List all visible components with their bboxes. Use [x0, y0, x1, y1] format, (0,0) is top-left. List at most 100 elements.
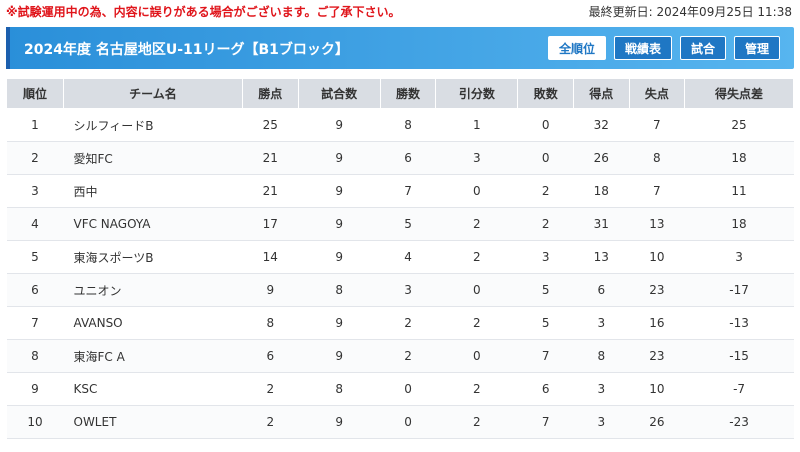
cell-points: 2	[242, 372, 299, 406]
table-row: 4 VFC NAGOYA 17 9 5 2 2 31 13 18	[6, 207, 794, 241]
cell-goals-against: 10	[629, 372, 685, 406]
cell-goals-against: 10	[629, 240, 685, 274]
cell-goals-for: 31	[573, 207, 630, 241]
table-row: 5 東海スポーツB 14 9 4 2 3 13 10 3	[6, 240, 794, 274]
cell-played: 9	[298, 306, 381, 340]
header-team: チーム名	[63, 78, 243, 109]
cell-wins: 4	[380, 240, 436, 274]
cell-draws: 2	[435, 405, 518, 439]
cell-losses: 7	[517, 405, 574, 439]
cell-played: 8	[298, 372, 381, 406]
tab-matches[interactable]: 試合	[679, 36, 726, 60]
table-row: 8 東海FC A 6 9 2 0 7 8 23 -15	[6, 339, 794, 373]
cell-wins: 2	[380, 306, 436, 340]
cell-team-name[interactable]: ユニオン	[63, 273, 243, 307]
cell-wins: 0	[380, 372, 436, 406]
cell-goals-for: 3	[573, 306, 630, 340]
cell-goal-difference: 25	[684, 108, 794, 142]
cell-goals-for: 32	[573, 108, 630, 142]
cell-wins: 6	[380, 141, 436, 175]
cell-goals-for: 26	[573, 141, 630, 175]
cell-goals-against: 8	[629, 141, 685, 175]
cell-played: 8	[298, 273, 381, 307]
table-row: 7 AVANSO 8 9 2 2 5 3 16 -13	[6, 306, 794, 340]
trial-notice: ※試験運用中の為、内容に誤りがある場合がございます。ご了承下さい。	[6, 5, 401, 19]
league-header: 2024年度 名古屋地区U-11リーグ【B1ブロック】 全順位 戦績表 試合 管…	[6, 27, 794, 69]
cell-points: 2	[242, 405, 299, 439]
header-losses: 敗数	[517, 78, 575, 109]
cell-draws: 1	[435, 108, 518, 142]
cell-draws: 2	[435, 372, 518, 406]
top-bar: ※試験運用中の為、内容に誤りがある場合がございます。ご了承下さい。 最終更新日:…	[0, 0, 800, 22]
cell-team-name[interactable]: シルフィードB	[63, 108, 243, 142]
cell-team-name[interactable]: 愛知FC	[63, 141, 243, 175]
cell-played: 9	[298, 339, 381, 373]
header-goal-difference: 得失点差	[684, 78, 794, 109]
cell-goals-against: 7	[629, 108, 685, 142]
cell-team-name[interactable]: AVANSO	[63, 306, 243, 340]
page-title: 2024年度 名古屋地区U-11リーグ【B1ブロック】	[24, 42, 349, 58]
cell-played: 9	[298, 141, 381, 175]
header-played: 試合数	[297, 78, 381, 109]
cell-team-name[interactable]: 西中	[63, 174, 243, 208]
cell-losses: 6	[517, 372, 574, 406]
cell-losses: 7	[517, 339, 574, 373]
cell-rank: 8	[6, 339, 64, 373]
cell-wins: 8	[380, 108, 436, 142]
cell-goals-for: 18	[573, 174, 630, 208]
cell-goal-difference: 18	[684, 207, 794, 241]
cell-team-name[interactable]: OWLET	[63, 405, 243, 439]
cell-goal-difference: -23	[684, 405, 794, 439]
table-row: 1 シルフィードB 25 9 8 1 0 32 7 25	[6, 108, 794, 142]
cell-goals-for: 3	[573, 372, 630, 406]
cell-team-name[interactable]: KSC	[63, 372, 243, 406]
cell-draws: 0	[435, 339, 518, 373]
cell-played: 9	[298, 108, 381, 142]
cell-wins: 2	[380, 339, 436, 373]
cell-goal-difference: 11	[684, 174, 794, 208]
cell-team-name[interactable]: VFC NAGOYA	[63, 207, 243, 241]
cell-draws: 3	[435, 141, 518, 175]
cell-rank: 1	[6, 108, 64, 142]
header-goals-for: 得点	[573, 78, 630, 109]
cell-rank: 9	[6, 372, 64, 406]
table-row: 10 OWLET 2 9 0 2 7 3 26 -23	[6, 405, 794, 439]
cell-wins: 3	[380, 273, 436, 307]
cell-goals-against: 26	[629, 405, 685, 439]
table-row: 2 愛知FC 21 9 6 3 0 26 8 18	[6, 141, 794, 175]
cell-draws: 2	[435, 207, 518, 241]
cell-team-name[interactable]: 東海スポーツB	[63, 240, 243, 274]
cell-points: 8	[242, 306, 299, 340]
table-row: 6 ユニオン 9 8 3 0 5 6 23 -17	[6, 273, 794, 307]
cell-goals-against: 23	[629, 273, 685, 307]
cell-wins: 7	[380, 174, 436, 208]
cell-rank: 10	[6, 405, 64, 439]
cell-points: 21	[242, 141, 299, 175]
cell-goals-for: 8	[573, 339, 630, 373]
cell-losses: 2	[517, 207, 574, 241]
cell-goals-for: 6	[573, 273, 630, 307]
cell-losses: 3	[517, 240, 574, 274]
cell-goal-difference: -13	[684, 306, 794, 340]
tab-all-standings[interactable]: 全順位	[547, 36, 606, 60]
cell-goals-for: 13	[573, 240, 630, 274]
header-accent-bar	[6, 27, 10, 69]
cell-goal-difference: -15	[684, 339, 794, 373]
tab-admin[interactable]: 管理	[733, 36, 780, 60]
cell-goal-difference: 3	[684, 240, 794, 274]
table-row: 9 KSC 2 8 0 2 6 3 10 -7	[6, 372, 794, 406]
tab-results-table[interactable]: 戦績表	[613, 36, 672, 60]
cell-losses: 5	[517, 273, 574, 307]
cell-rank: 2	[6, 141, 64, 175]
cell-played: 9	[298, 174, 381, 208]
cell-points: 17	[242, 207, 299, 241]
cell-rank: 4	[6, 207, 64, 241]
header-goals-against: 失点	[628, 78, 686, 109]
cell-goal-difference: 18	[684, 141, 794, 175]
cell-points: 21	[242, 174, 299, 208]
cell-team-name[interactable]: 東海FC A	[63, 339, 243, 373]
standings-table: 順位 チーム名 勝点 試合数 勝数 引分数 敗数 得点 失点 得失点差 1 シルフ…	[6, 78, 794, 439]
header-rank: 順位	[6, 78, 64, 109]
cell-goal-difference: -7	[684, 372, 794, 406]
cell-losses: 0	[517, 141, 574, 175]
